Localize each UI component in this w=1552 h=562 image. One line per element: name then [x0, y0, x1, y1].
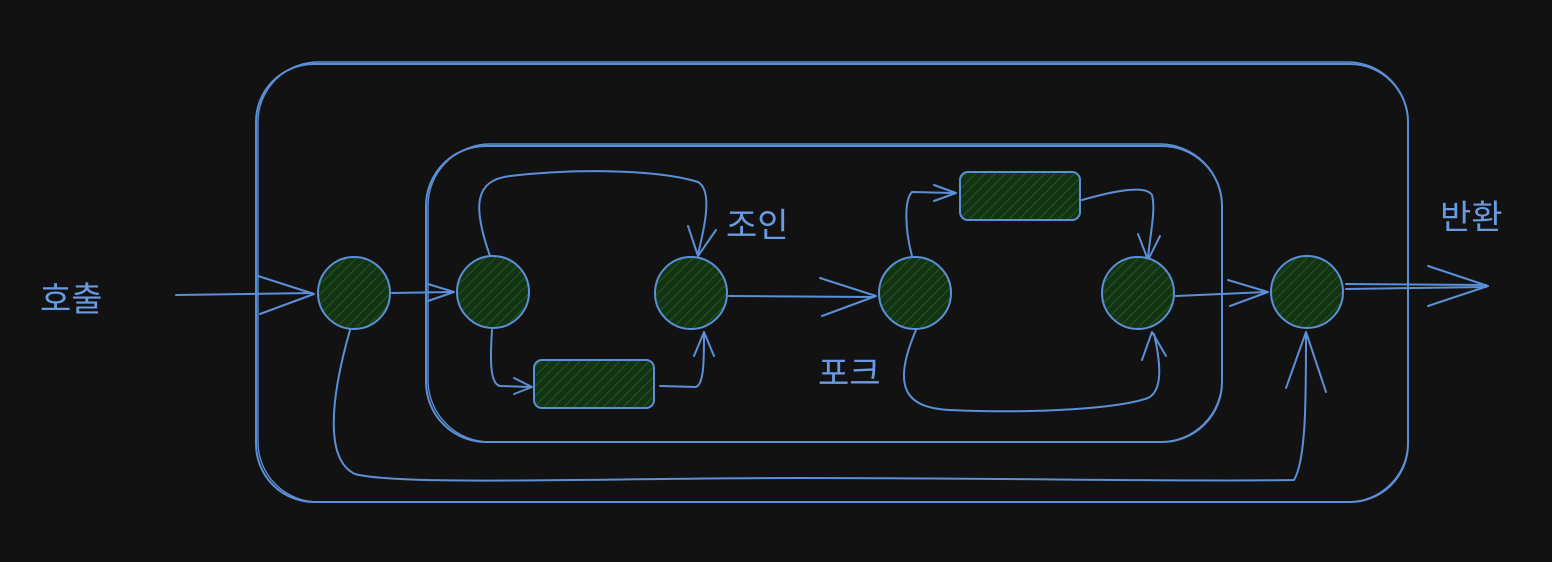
- task-box-2-outline: [959, 171, 1081, 221]
- merge-node: [1102, 257, 1174, 329]
- entry-node: [318, 257, 390, 329]
- arrow-task-to-merge: [1081, 188, 1161, 261]
- fork-node-outline: [878, 256, 952, 330]
- arrow-join-to-fork: [728, 277, 877, 317]
- merge-node-outline: [1101, 256, 1175, 330]
- arrow-bypass: [332, 329, 1327, 482]
- split-node-outline: [456, 255, 530, 329]
- exit-node-outline: [1270, 255, 1344, 329]
- join-node: [655, 257, 727, 329]
- task-box-2: [960, 172, 1080, 220]
- arrow-merge-to-exit: [1175, 279, 1269, 307]
- task-box-1-outline: [533, 359, 655, 409]
- arrow-split-to-join-top: [478, 170, 717, 257]
- call-label: 호출: [40, 280, 103, 320]
- fork-node: [879, 257, 951, 329]
- join-label: 조인: [726, 206, 789, 246]
- arrow-entry-to-split: [391, 283, 455, 302]
- split-node: [457, 256, 529, 328]
- exit-node: [1271, 256, 1343, 328]
- entry-node-outline: [317, 256, 391, 330]
- outer-container-sketch: [257, 61, 1409, 503]
- entry-arrow: [175, 275, 315, 315]
- fork-label: 포크: [818, 354, 881, 394]
- arrow-fork-to-task: [905, 184, 957, 257]
- output-arrow: [1345, 265, 1489, 307]
- join-node-outline: [654, 256, 728, 330]
- return-label: 반환: [1440, 198, 1503, 238]
- arrow-task-to-join: [659, 331, 715, 388]
- arrow-fork-to-merge-bottom: [902, 329, 1167, 413]
- arrow-split-to-task: [489, 329, 533, 395]
- task-box-1: [534, 360, 654, 408]
